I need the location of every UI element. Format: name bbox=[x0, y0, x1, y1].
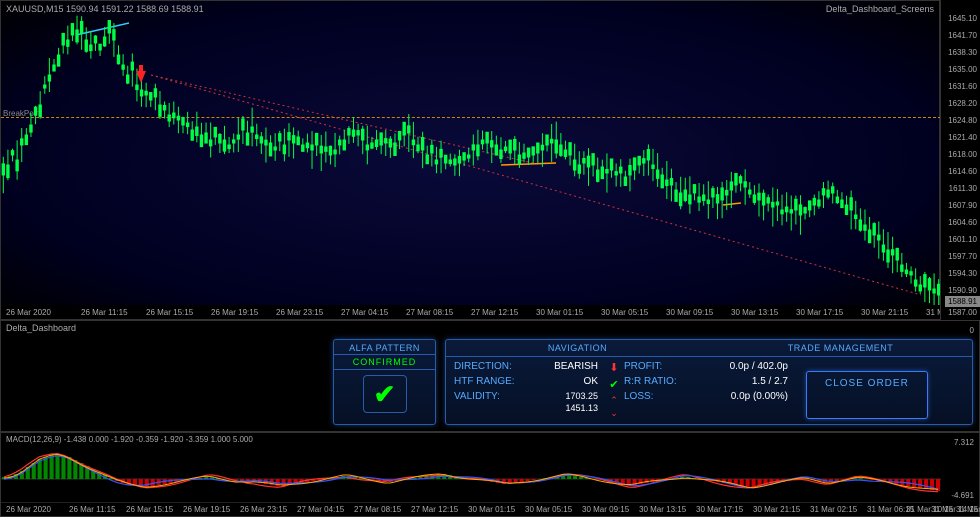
validity-down-icon: ⌄ bbox=[604, 408, 624, 419]
main-panel: NAVIGATION TRADE MANAGEMENT DIRECTION: H… bbox=[445, 339, 973, 425]
htf-indicator-icon: ✔ bbox=[604, 378, 624, 391]
time-tick: 30 Mar 17:15 bbox=[696, 505, 743, 514]
price-tick: 1590.90 bbox=[948, 286, 977, 295]
htf-value: OK bbox=[539, 376, 598, 387]
price-tick: 1597.70 bbox=[948, 252, 977, 261]
time-tick: 31 Mar 18:15 bbox=[956, 505, 980, 514]
time-tick: 30 Mar 01:15 bbox=[468, 505, 515, 514]
macd-label: MACD(12,26,9) -1.438 0.000 -1.920 -0.359… bbox=[6, 435, 253, 444]
direction-value: BEARISH bbox=[539, 361, 598, 372]
macd-top-value: 7.312 bbox=[954, 438, 974, 447]
candlestick-chart bbox=[1, 15, 941, 305]
rr-label: R:R RATIO: bbox=[624, 376, 699, 387]
price-tick: 1604.60 bbox=[948, 218, 977, 227]
time-tick: 27 Mar 12:15 bbox=[411, 505, 458, 514]
price-tick: 1618.00 bbox=[948, 150, 977, 159]
close-order-button[interactable]: CLOSE ORDER bbox=[806, 371, 928, 419]
time-tick: 30 Mar 05:15 bbox=[525, 505, 572, 514]
time-tick: 26 Mar 2020 bbox=[6, 505, 51, 514]
time-axis-main: 26 Mar 2020 26 Mar 11:15 26 Mar 15:15 26 Ma… bbox=[1, 305, 941, 319]
loss-value: 0.0p (0.00%) bbox=[699, 391, 788, 402]
chart-header-right: Delta_Dashboard_Screens bbox=[826, 4, 934, 14]
time-tick: 26 Mar 19:15 bbox=[211, 308, 258, 317]
price-tick: 1645.10 bbox=[948, 14, 977, 23]
time-tick: 30 Mar 13:15 bbox=[639, 505, 686, 514]
price-tick: 1638.30 bbox=[948, 48, 977, 57]
macd-panel[interactable]: MACD(12,26,9) -1.438 0.000 -1.920 -0.359… bbox=[0, 432, 980, 517]
time-axis-macd: 26 Mar 2020 26 Mar 11:15 26 Mar 15:15 26 Ma… bbox=[1, 502, 941, 516]
ohlc-values: 1590.94 1591.22 1588.69 1588.91 bbox=[66, 4, 204, 14]
price-axis: 1645.10 1641.70 1638.30 1635.00 1631.60 1628.… bbox=[940, 0, 980, 320]
alfa-status: CONFIRMED bbox=[334, 354, 435, 370]
trade-title: TRADE MANAGEMENT bbox=[709, 340, 972, 356]
validity-up-icon: ⌃ bbox=[604, 395, 624, 406]
main-panel-header: NAVIGATION TRADE MANAGEMENT bbox=[446, 340, 972, 357]
price-tick: 1614.60 bbox=[948, 167, 977, 176]
time-tick: 30 Mar 09:15 bbox=[582, 505, 629, 514]
delta-dashboard: Delta_Dashboard 0 ALFA PATTERN CONFIRMED… bbox=[0, 320, 980, 432]
sell-arrow-icon bbox=[136, 71, 146, 83]
time-tick: 26 Mar 11:15 bbox=[69, 505, 116, 514]
macd-bottom-value: -4.691 bbox=[951, 491, 974, 500]
alfa-checkbox: ✔ bbox=[363, 375, 407, 413]
htf-label: HTF RANGE: bbox=[454, 376, 539, 387]
alfa-title: ALFA PATTERN bbox=[334, 340, 435, 354]
price-tick: 1631.60 bbox=[948, 82, 977, 91]
price-tick: 1611.30 bbox=[949, 184, 977, 193]
time-tick: 30 Mar 17:15 bbox=[796, 308, 843, 317]
time-tick: 30 Mar 21:15 bbox=[861, 308, 908, 317]
price-tick: 1601.10 bbox=[948, 235, 977, 244]
direction-indicator-icon: ⬇ bbox=[604, 361, 624, 374]
validity-top: 1703.25 bbox=[539, 391, 598, 401]
loss-label: LOSS: bbox=[624, 391, 699, 402]
nav-title: NAVIGATION bbox=[446, 340, 709, 356]
profit-label: PROFIT: bbox=[624, 361, 699, 372]
time-tick: 26 Mar 23:15 bbox=[240, 505, 287, 514]
price-tick: 1607.90 bbox=[948, 201, 977, 210]
time-tick: 30 Mar 05:15 bbox=[601, 308, 648, 317]
time-tick: 30 Mar 21:15 bbox=[753, 505, 800, 514]
direction-label: DIRECTION: bbox=[454, 361, 539, 372]
profit-value: 0.0p / 402.0p bbox=[699, 361, 788, 372]
check-icon: ✔ bbox=[374, 379, 396, 410]
price-tick: 1587.00 bbox=[948, 308, 977, 317]
time-tick: 27 Mar 12:15 bbox=[471, 308, 518, 317]
time-tick: 27 Mar 08:15 bbox=[354, 505, 401, 514]
time-tick: 27 Mar 08:15 bbox=[406, 308, 453, 317]
price-tick: 1628.20 bbox=[948, 99, 977, 108]
price-tick: 1621.40 bbox=[948, 133, 977, 142]
time-tick: 26 Mar 23:15 bbox=[276, 308, 323, 317]
time-tick: 26 Mar 19:15 bbox=[183, 505, 230, 514]
alfa-pattern-panel: ALFA PATTERN CONFIRMED ✔ bbox=[333, 339, 436, 425]
rr-value: 1.5 / 2.7 bbox=[699, 376, 788, 387]
validity-label: VALIDITY: bbox=[454, 391, 539, 402]
price-tick: 1624.80 bbox=[948, 116, 977, 125]
time-tick: 30 Mar 13:15 bbox=[731, 308, 778, 317]
time-tick: 31 Mar 02:15 bbox=[810, 505, 857, 514]
dashboard-label: Delta_Dashboard bbox=[6, 323, 76, 333]
chart-header-left: XAUUSD,M15 1590.94 1591.22 1588.69 1588.… bbox=[6, 4, 204, 14]
macd-chart bbox=[1, 445, 941, 501]
price-tick: 1635.00 bbox=[948, 65, 977, 74]
time-tick: 26 Mar 2020 bbox=[6, 308, 51, 317]
time-tick: 26 Mar 15:15 bbox=[146, 308, 193, 317]
price-current: 1588.91 bbox=[945, 296, 980, 307]
time-tick: 27 Mar 04:15 bbox=[297, 505, 344, 514]
price-tick: 1641.70 bbox=[948, 31, 977, 40]
validity-bottom: 1451.13 bbox=[539, 403, 598, 413]
symbol-timeframe: XAUUSD,M15 bbox=[6, 4, 64, 14]
time-tick: 26 Mar 11:15 bbox=[81, 308, 128, 317]
dashboard-scale: 0 bbox=[970, 326, 974, 335]
time-tick: 30 Mar 09:15 bbox=[666, 308, 713, 317]
time-tick: 27 Mar 04:15 bbox=[341, 308, 388, 317]
price-tick: 1594.30 bbox=[948, 269, 977, 278]
time-tick: 26 Mar 15:15 bbox=[126, 505, 173, 514]
time-tick: 30 Mar 01:15 bbox=[536, 308, 583, 317]
main-chart[interactable]: XAUUSD,M15 1590.94 1591.22 1588.69 1588.… bbox=[0, 0, 940, 320]
